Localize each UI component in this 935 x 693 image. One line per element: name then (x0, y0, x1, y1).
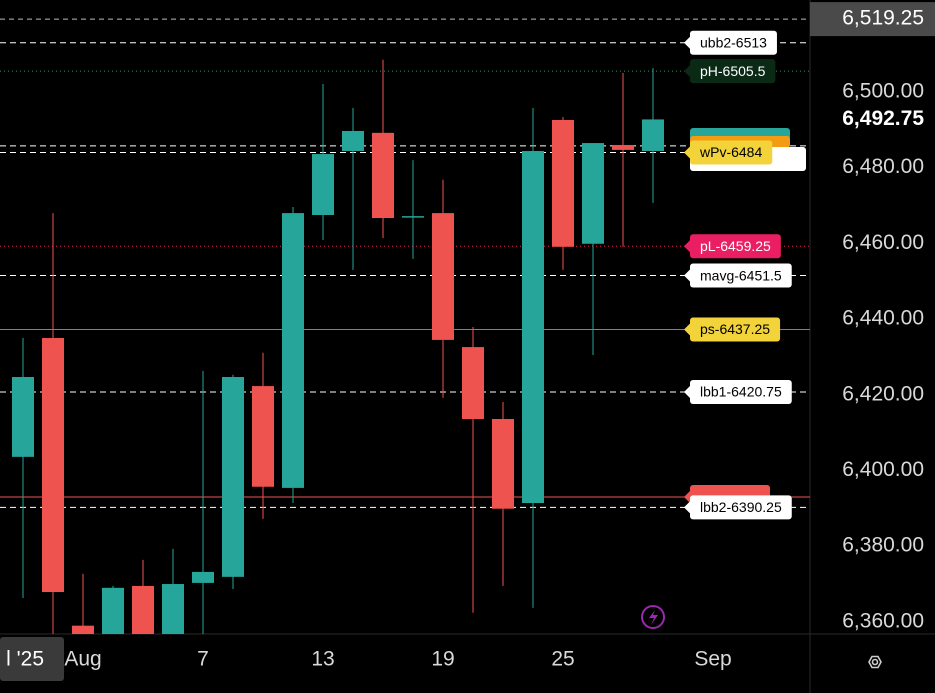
x-tick-label: Sep (694, 648, 731, 671)
x-tick-label: 25 (551, 648, 574, 671)
level-tag-arrow (684, 64, 691, 79)
y-tick-label: 6,400.00 (842, 458, 924, 481)
level-tag-label: ps-6437.25 (700, 321, 770, 337)
x-tick-label: 7 (197, 648, 209, 671)
level-tag-box (690, 234, 781, 259)
level-tag-arrow (684, 489, 691, 504)
level-tag-box (690, 379, 792, 404)
candle-body (312, 154, 334, 215)
candle-body (432, 213, 454, 340)
x-axis: l '25 Aug 7 13 19 25 Sep (0, 637, 732, 681)
level-tag-label: mavg-6451.5 (700, 267, 782, 283)
level-tag-arrow (684, 239, 691, 254)
level-tag: pL-6459.25 (684, 234, 781, 259)
crosshair-box (810, 2, 935, 37)
candle-body (222, 376, 244, 577)
last-price-label: 6,492.75 (842, 107, 924, 130)
level-tag-box (690, 30, 777, 55)
level-tag: lbb1-6420.75 (684, 379, 792, 404)
alert-icon-bolt (649, 610, 658, 625)
x-tick-label: 13 (311, 648, 334, 671)
level-tags: ubb2-6513 pH-6505.5 wPv-6484 pL-6459.25 mavg… (684, 30, 792, 520)
level-tag-box (690, 59, 776, 84)
candle-body (252, 386, 274, 487)
candle-body (612, 144, 634, 150)
y-tick-label: 6,360.00 (842, 609, 924, 632)
candle-body (102, 587, 124, 634)
candle-body (192, 571, 214, 583)
level-tag-box (690, 263, 792, 288)
level-tag: mavg-6451.5 (684, 263, 792, 288)
candle-body (642, 119, 664, 152)
y-tick-label: 6,420.00 (842, 382, 924, 405)
level-tag-arrow (684, 268, 691, 283)
candle-body (342, 130, 364, 152)
level-tag: ubb2-6513 (684, 30, 777, 55)
candle-body (402, 216, 424, 218)
y-axis: 6,360.00 6,380.00 6,400.00 6,420.00 6,440.00… (810, 2, 935, 632)
alert-icon[interactable] (641, 605, 665, 629)
level-tag: lbb2-6390.25 (684, 495, 792, 520)
level-tag-label: wPv-6484 (699, 144, 762, 160)
level-tag-label: pH-6505.5 (700, 63, 766, 79)
settings-dot (871, 658, 879, 666)
settings-hex (868, 655, 882, 669)
crosshair-label: 6,519.25 (842, 7, 924, 30)
level-tag-arrow (684, 35, 691, 50)
level-tag-arrow (684, 384, 691, 399)
x-tick-label: 19 (431, 648, 454, 671)
candle-body (132, 585, 154, 634)
candle-body (12, 376, 34, 457)
y-tick-label: 6,460.00 (842, 231, 924, 254)
y-tick-label: 6,480.00 (842, 155, 924, 178)
level-tag-box (690, 140, 773, 165)
level-tag-box (690, 317, 781, 342)
level-tag-arrow (684, 500, 691, 515)
candle-body (582, 143, 604, 244)
level-tag-label: lbb2-6390.25 (700, 499, 782, 515)
level-tag: wPv-6484 (684, 140, 773, 165)
x-tick-label: l '25 (6, 648, 44, 671)
level-tag-arrow (684, 145, 691, 160)
candle-body (372, 132, 394, 219)
settings-icon[interactable] (868, 655, 882, 669)
level-tag: pH-6505.5 (684, 59, 776, 84)
x-tick-label: Aug (64, 648, 101, 671)
candle-body (282, 213, 304, 488)
level-tag-label: pL-6459.25 (700, 238, 771, 254)
candles (12, 59, 664, 634)
candle-body (492, 419, 514, 509)
candle-body (42, 338, 64, 592)
x-range-box (0, 637, 64, 681)
y-tick-label: 6,380.00 (842, 534, 924, 557)
level-tag-box (690, 495, 792, 520)
level-tag: ps-6437.25 (684, 317, 781, 342)
candle-body (162, 584, 184, 634)
candle-body (72, 625, 94, 634)
level-tag-label: lbb1-6420.75 (700, 384, 782, 400)
y-tick-label: 6,500.00 (842, 80, 924, 103)
level-tag-label: ubb2-6513 (700, 34, 767, 50)
candle-body (462, 347, 484, 420)
y-tick-label: 6,440.00 (842, 307, 924, 330)
candle-body (522, 151, 544, 504)
level-lines (0, 18, 810, 508)
candle-body (552, 119, 574, 247)
level-tag-arrow (684, 322, 691, 337)
